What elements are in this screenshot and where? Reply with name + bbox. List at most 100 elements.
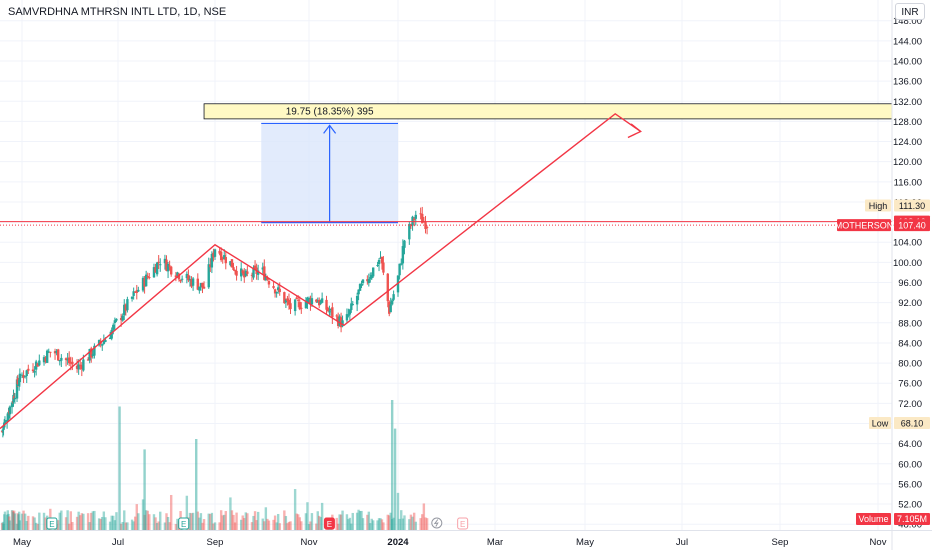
price-tick-label: 76.00 (898, 379, 922, 390)
volume-bar (135, 504, 138, 530)
time-tick-label: Nov (301, 537, 318, 548)
volume-bar (414, 521, 417, 530)
candle-body (403, 240, 406, 248)
candle-body (49, 351, 52, 353)
candle-body (191, 278, 195, 286)
candle-body (207, 264, 210, 288)
volume-bar (243, 518, 246, 530)
earnings-marker: E (323, 517, 335, 530)
candle-body (154, 267, 157, 273)
candle-body (180, 278, 184, 280)
candle-body (1, 429, 5, 432)
candle-body (286, 298, 289, 301)
candle-body (155, 262, 159, 275)
volume-bar (275, 522, 278, 530)
volume-bar (77, 511, 80, 530)
candle-body (202, 286, 206, 289)
volume-bar (99, 518, 102, 530)
low-label: Low 68.10 (869, 416, 930, 429)
volume-bar (90, 512, 93, 530)
volume-bar (347, 519, 350, 530)
earnings-label: E (49, 520, 54, 529)
candle-body (361, 279, 365, 284)
candle-body (135, 290, 138, 293)
volume-bar (335, 517, 338, 530)
currency-button[interactable]: INR (895, 3, 925, 20)
volume-bar (38, 512, 41, 530)
low-label-name: Low (872, 418, 889, 428)
volume-bar (190, 513, 193, 530)
volume-bar (20, 513, 24, 530)
volume-bar (350, 523, 353, 530)
volume-bar (253, 511, 257, 530)
candle-body (401, 246, 405, 264)
volume-bar (69, 511, 72, 530)
volume-bar (199, 513, 203, 530)
candle-body (152, 267, 156, 278)
candle-body (143, 278, 146, 287)
volume-bar (34, 522, 38, 530)
volume-bar (141, 499, 145, 530)
candle-body (144, 274, 148, 287)
volume-bar (5, 514, 9, 530)
volume-bar (348, 517, 352, 530)
volume-bar (169, 494, 173, 530)
candle-body (421, 213, 424, 224)
candle-body (328, 311, 331, 313)
volume-bar (297, 514, 300, 530)
candle-body (347, 314, 350, 316)
volume-bar (27, 515, 30, 530)
volume-bar (304, 513, 308, 530)
candle-body (97, 340, 101, 346)
candle-body (297, 299, 300, 301)
price-tick-label: 100.00 (893, 258, 922, 269)
candle-body (276, 287, 280, 291)
candle-body (230, 259, 234, 268)
volume-bar (163, 522, 167, 530)
volume-bar (316, 511, 319, 530)
volume-bar (212, 523, 215, 530)
volume-bar (336, 523, 340, 530)
volume-bar (229, 497, 232, 530)
candle-body (77, 364, 80, 370)
candle-body (366, 279, 369, 282)
volume-bar (264, 507, 268, 530)
volume-label-value: 7.105M (897, 514, 927, 524)
candle-body (13, 397, 17, 400)
volume-bar (424, 517, 427, 530)
volume-bar (166, 517, 170, 530)
volume-bar (110, 515, 113, 530)
volume-bar (318, 515, 321, 530)
volume-bar (401, 518, 405, 530)
last-price-label: MOTHERSON 107.40 (835, 219, 930, 232)
candle-body (179, 280, 182, 282)
candle-body (112, 324, 115, 330)
candle-body (329, 308, 333, 311)
candle-body (132, 291, 135, 296)
candle-body (331, 307, 334, 318)
price-labels: High111.30108.10MOTHERSON107.40Low68.10V… (835, 199, 930, 525)
candle-body (12, 396, 16, 399)
candle-body (357, 289, 360, 295)
candle-body (134, 291, 137, 293)
candle-body (71, 361, 74, 365)
candle-body (17, 383, 21, 385)
volume-bar (219, 510, 223, 530)
candle-body (80, 365, 84, 370)
candle-body (34, 361, 38, 370)
volume-bar (382, 522, 385, 530)
volume-bar (388, 515, 391, 530)
volume-bar (241, 515, 244, 530)
candle-body (88, 349, 91, 361)
volume-bar (2, 523, 5, 530)
volume-bar (176, 518, 179, 530)
candle-body (31, 369, 35, 372)
volume-bar (320, 502, 324, 530)
candle-body (218, 250, 221, 254)
volume-bar (71, 521, 74, 530)
volume-bar (361, 518, 365, 530)
candle-body (412, 218, 416, 221)
volume-bar (389, 512, 392, 530)
